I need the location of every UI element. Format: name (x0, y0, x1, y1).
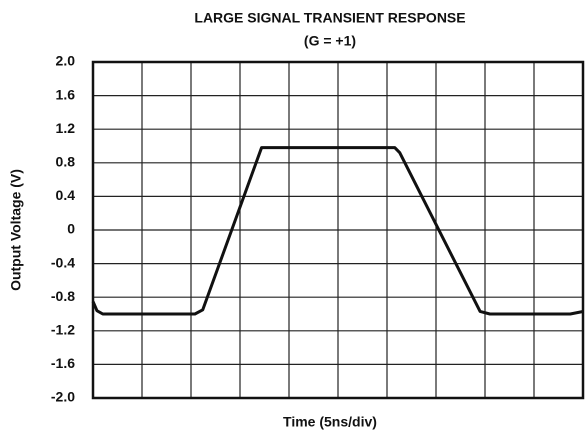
y-tick-label: 0 (67, 221, 75, 237)
y-tick-label: -0.4 (51, 254, 75, 270)
y-tick-label: -2.0 (51, 389, 75, 405)
y-tick-label: 1.2 (56, 120, 76, 136)
y-tick-label: -1.6 (51, 355, 75, 371)
data-line (91, 146, 584, 316)
y-tick-label: 0.4 (56, 187, 76, 203)
y-axis-label: Output Voltage (V) (8, 169, 24, 291)
chart-subtitle: (G = +1) (304, 33, 356, 49)
y-tick-label: -0.8 (51, 288, 75, 304)
x-axis-label: Time (5ns/div) (283, 414, 377, 430)
y-tick-label: -1.2 (51, 322, 75, 338)
y-tick-label: 2.0 (56, 53, 76, 69)
chart-title: LARGE SIGNAL TRANSIENT RESPONSE (194, 10, 465, 26)
y-tick-label: 0.8 (56, 154, 76, 170)
y-tick-label: 1.6 (56, 86, 76, 102)
plot-frame (91, 60, 585, 400)
